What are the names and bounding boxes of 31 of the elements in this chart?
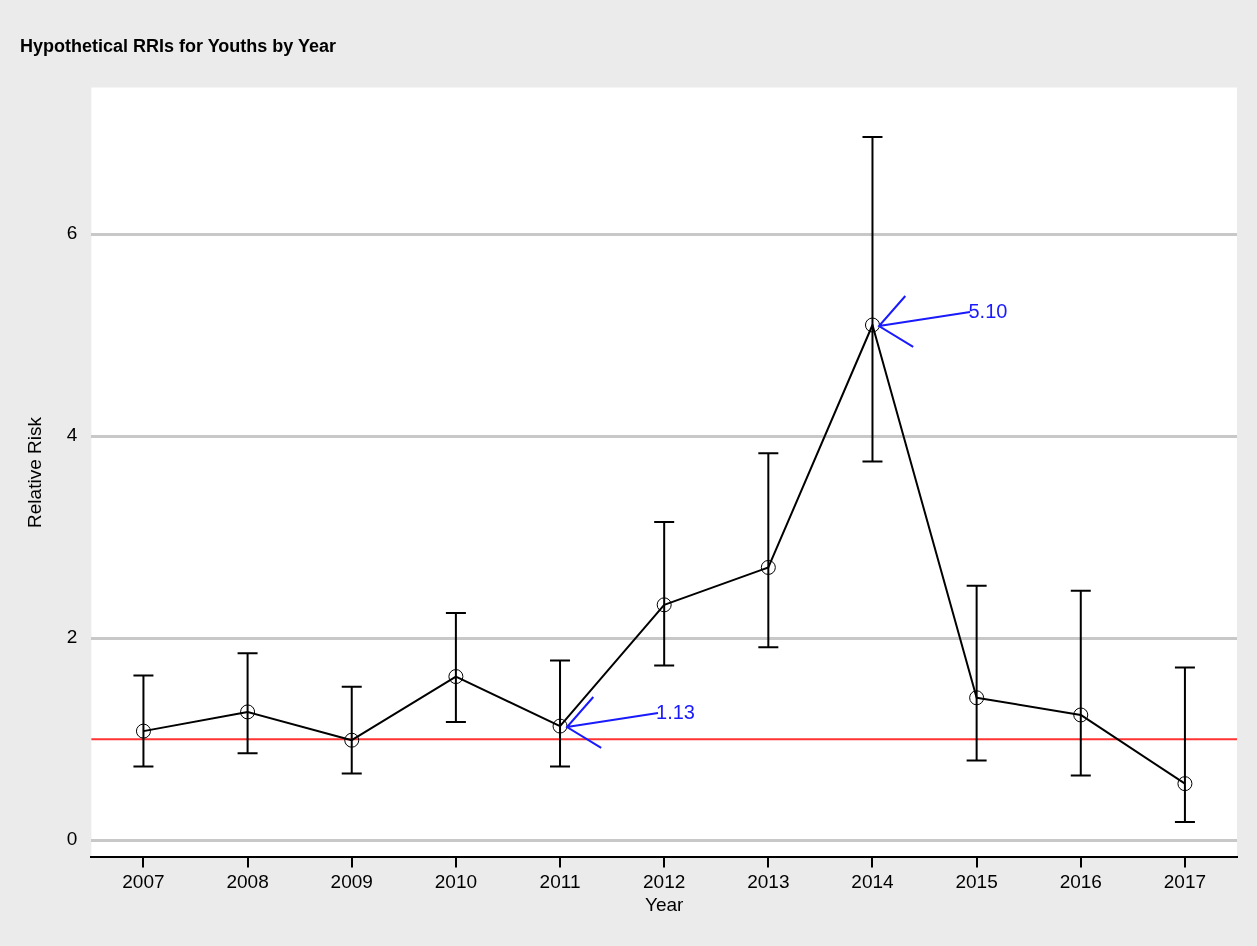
x-tick-label: 2014 <box>851 871 895 893</box>
x-axis-title: Year <box>644 893 685 915</box>
point <box>344 732 360 748</box>
y-tick-label: 4 <box>66 424 78 446</box>
x-tick-label: 2013 <box>747 871 790 893</box>
x-tick-label: 2008 <box>226 871 269 893</box>
point <box>448 669 464 685</box>
point <box>552 718 568 734</box>
x-tick-label: 2007 <box>122 871 165 893</box>
x-tick-label: 2009 <box>330 871 373 893</box>
point <box>240 704 256 720</box>
y-tick-label: 6 <box>66 222 78 244</box>
x-tick-label: 2015 <box>955 871 998 893</box>
point <box>969 690 985 706</box>
point <box>1073 707 1089 723</box>
point <box>864 317 880 333</box>
point <box>135 723 151 739</box>
annotation: 5.10 <box>968 299 1008 322</box>
x-tick-label: 2016 <box>1059 871 1102 893</box>
chart-title: Hypothetical RRIs for Youths by Year <box>20 35 337 56</box>
point <box>656 597 672 613</box>
annotation: 1.13 <box>656 700 695 723</box>
y-tick-label: 2 <box>66 626 78 648</box>
x-tick-label: 2017 <box>1163 871 1207 893</box>
y-axis-title: Relative Risk <box>23 416 45 528</box>
point <box>1177 776 1193 792</box>
point <box>760 559 776 575</box>
x-tick-label: 2012 <box>643 871 686 893</box>
x-tick-label: 2010 <box>434 871 478 893</box>
y-tick-label: 0 <box>66 828 78 850</box>
x-tick-label: 2011 <box>539 871 581 893</box>
